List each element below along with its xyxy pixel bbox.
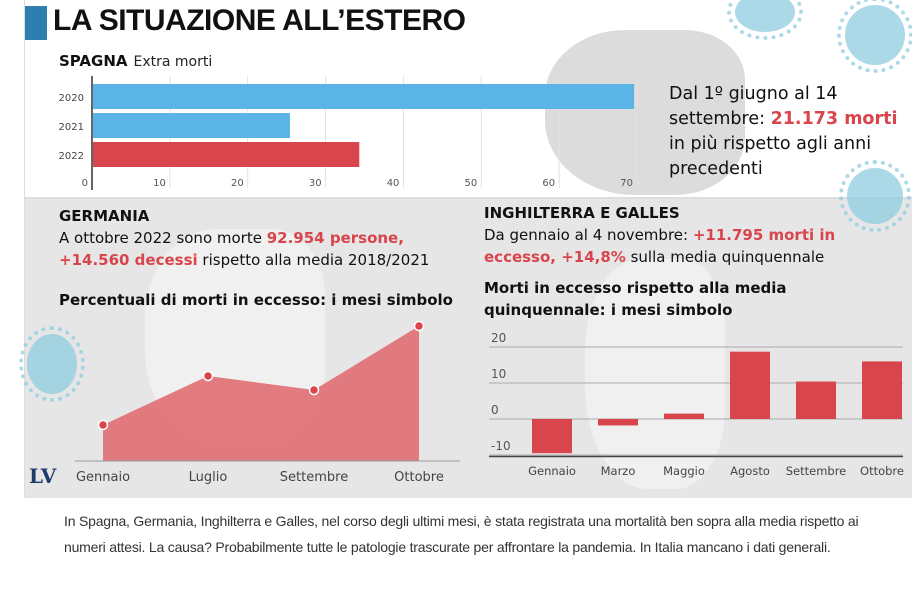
spagna-bar-chart: 0 10 20 30 40 50 60 70 2020 2021 2022 xyxy=(59,76,638,190)
x-tick-label: Ottobre xyxy=(394,470,444,485)
virus-icon xyxy=(19,326,85,402)
x-tick-label: 40 xyxy=(387,178,400,189)
y-tick-label: 2021 xyxy=(59,122,84,133)
germania-text-part: A ottobre 2022 sono morte xyxy=(59,229,267,247)
x-tick-label: 50 xyxy=(465,178,478,189)
lv-logo: LV xyxy=(29,464,57,488)
data-point xyxy=(97,419,109,431)
y-tick-label: -10 xyxy=(491,439,511,453)
germania-highlight: 92.954 persone xyxy=(266,229,399,247)
spagna-subtitle: Extra morti xyxy=(133,54,213,70)
x-tick-label: Luglio xyxy=(189,470,228,485)
x-tick-label: Maggio xyxy=(663,464,705,478)
bar xyxy=(93,142,360,167)
spagna-highlight: 21.173 morti xyxy=(770,109,898,129)
germania-chart-title: Percentuali di morti in eccesso: i mesi … xyxy=(59,291,453,309)
germania-text: A ottobre 2022 sono morte 92.954 persone… xyxy=(59,227,439,271)
spagna-text-part: in più rispetto agli anni precedenti xyxy=(669,134,872,179)
germania-area-chart: Gennaio Luglio Settembre Ottobre xyxy=(75,320,460,485)
area-fill xyxy=(103,326,419,461)
x-tick-label: Settembre xyxy=(786,464,847,478)
inghilterra-chart-title: Morti in eccesso rispetto alla media qui… xyxy=(484,279,787,319)
y-tick-label: 20 xyxy=(491,331,506,345)
bar xyxy=(93,113,290,138)
spagna-text: Dal 1º giugno al 14 settembre: 21.173 mo… xyxy=(669,82,909,182)
spagna-text-part: Dal 1º giugno al 14 settembre: xyxy=(669,84,838,129)
bar xyxy=(796,381,836,419)
bar xyxy=(664,413,704,419)
y-tick-label: 2020 xyxy=(59,93,84,104)
bar xyxy=(598,419,638,426)
germania-heading: GERMANIA xyxy=(59,207,150,225)
inghilterra-bar-chart: -10 0 10 20 Gennaio Marzo Maggio Agosto Settembr… xyxy=(489,331,904,478)
virus-icon xyxy=(837,0,912,73)
y-tick-label: 0 xyxy=(491,403,499,417)
y-tick-label: 2022 xyxy=(59,151,84,162)
inghilterra-text-part: sulla media quinquennale xyxy=(625,248,825,266)
data-point xyxy=(413,320,425,332)
x-tick-label: 0 xyxy=(82,178,88,189)
bar xyxy=(730,351,770,419)
spagna-section: LA SITUAZIONE ALL’ESTERO SPAGNA Extra mor… xyxy=(25,0,912,232)
germania-highlight: +14.560 decessi xyxy=(59,251,198,269)
x-tick-label: Gennaio xyxy=(528,464,576,478)
x-tick-label: 60 xyxy=(542,178,555,189)
data-point xyxy=(308,384,320,396)
bar xyxy=(93,84,635,109)
x-tick-label: Agosto xyxy=(730,464,770,478)
x-tick-label: 10 xyxy=(153,178,166,189)
y-tick-label: 10 xyxy=(491,367,506,381)
x-tick-label: Settembre xyxy=(280,470,348,485)
x-tick-label: Ottobre xyxy=(860,464,904,478)
inghilterra-heading: INGHILTERRA E GALLES xyxy=(484,204,680,222)
lower-section: GERMANIA A ottobre 2022 sono morte 92.95… xyxy=(19,199,912,498)
title-accent-bar xyxy=(25,6,47,40)
x-tick-label: Marzo xyxy=(601,464,636,478)
spain-map-silhouette xyxy=(545,30,745,195)
spagna-name: SPAGNA xyxy=(59,52,128,70)
data-point xyxy=(202,370,214,382)
x-tick-label: 30 xyxy=(309,178,322,189)
virus-icon xyxy=(727,0,803,40)
uk-map-silhouette xyxy=(585,259,725,489)
virus-icon xyxy=(839,160,911,232)
inghilterra-text: Da gennaio al 4 novembre: +11.795 morti … xyxy=(484,224,894,268)
x-tick-label: 70 xyxy=(620,178,633,189)
bar xyxy=(532,419,572,454)
inghilterra-highlight: +11.795 morti in eccesso, +14,8% xyxy=(484,226,836,266)
caption: In Spagna, Germania, Inghilterra e Galle… xyxy=(64,513,859,555)
bar xyxy=(862,361,902,419)
spagna-heading: SPAGNA Extra morti xyxy=(59,52,212,70)
infographic: LA SITUAZIONE ALL’ESTERO SPAGNA Extra mor… xyxy=(19,0,912,498)
page-title: LA SITUAZIONE ALL’ESTERO xyxy=(53,4,466,37)
x-tick-label: 20 xyxy=(231,178,244,189)
germania-text-part: rispetto alla media 2018/2021 xyxy=(197,251,430,269)
germania-highlight: , xyxy=(398,229,404,247)
inghilterra-text-part: Da gennaio al 4 novembre: xyxy=(484,226,693,244)
x-tick-label: Gennaio xyxy=(76,470,130,485)
